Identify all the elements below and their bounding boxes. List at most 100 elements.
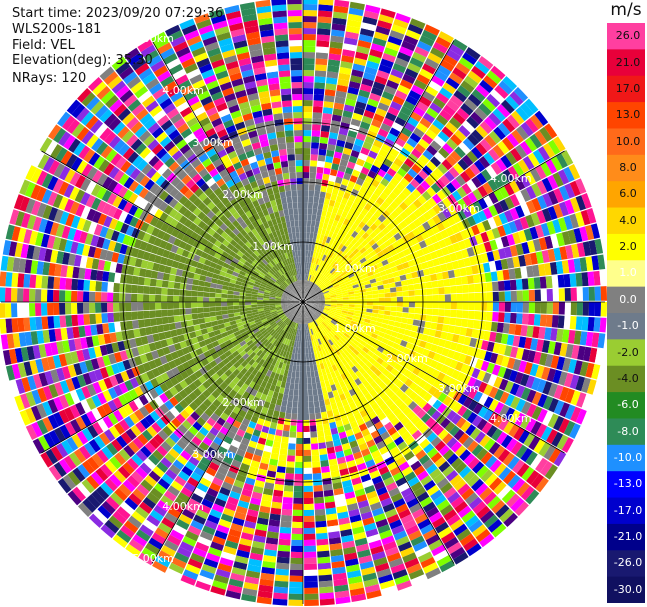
range-gate [131,284,138,294]
range-gate [361,387,369,396]
range-gate [191,290,198,297]
range-gate [362,276,370,282]
range-gate [529,114,544,130]
range-gate [266,531,279,539]
range-gate [430,47,445,59]
range-gate [377,102,390,112]
range-gate [282,502,293,510]
range-gate [472,319,481,330]
range-gate [348,388,356,397]
range-gate [345,249,353,257]
range-gate [376,262,384,269]
range-gate [462,293,469,302]
range-gate [324,229,330,237]
range-gate [214,497,227,508]
range-gate [317,22,332,30]
range-gate [245,293,252,297]
range-gate [200,328,208,335]
range-gate [336,208,344,216]
range-gate [326,71,339,79]
range-gate [322,310,329,315]
range-gate [559,386,570,402]
range-gate [149,318,157,327]
range-gate [139,353,149,364]
range-gate [458,432,470,445]
range-gate [426,186,437,197]
range-gate [498,212,509,225]
range-gate [144,542,160,555]
range-gate [417,215,427,225]
range-gate [347,291,355,295]
range-gate [48,207,59,222]
range-gate [205,431,216,442]
range-gate [318,305,325,308]
range-gate [408,202,418,213]
range-gate [52,236,62,251]
range-gate [304,563,318,570]
range-gate [386,380,396,390]
range-gate [376,335,384,342]
range-gate [488,261,497,272]
range-gate [373,435,383,445]
range-gate [47,303,54,316]
range-gate [573,227,583,243]
range-gate [429,251,438,260]
range-gate [175,268,184,277]
range-gate [535,251,544,264]
range-gate [309,322,314,329]
range-gate [424,237,433,247]
range-gate [125,284,132,293]
range-gate [426,107,439,119]
range-gate [356,437,366,446]
range-gate [313,245,318,252]
range-gate [383,333,391,340]
range-gate [491,281,499,292]
range-gate [226,534,240,544]
range-gate [435,345,444,355]
range-gate [247,281,255,286]
range-gate [279,368,285,376]
range-gate [227,302,234,306]
range-gate [156,229,166,240]
range-gate [252,429,261,438]
range-gate [271,501,282,509]
range-gate [252,288,259,293]
range-gate [309,316,313,323]
range-gate [379,579,396,590]
range-gate [208,461,220,472]
range-gate [269,306,276,310]
range-gate [510,302,517,313]
range-gate [427,350,436,360]
range-gate [179,314,187,322]
range-gate [94,368,104,381]
range-gate [171,336,180,345]
range-gate [417,518,431,530]
range-gate [96,449,109,464]
range-gate [20,346,30,362]
range-gate [288,364,293,372]
range-gate [311,334,316,341]
range-gate [303,353,307,360]
range-gate [387,513,400,524]
range-gate [305,250,309,257]
range-gate [206,271,214,278]
range-gate [197,575,213,586]
range-gate [235,280,243,286]
range-gate [537,393,548,408]
range-gate [397,345,406,353]
range-gate [353,412,363,421]
range-gate [318,393,324,401]
range-gate [310,148,319,155]
range-gate [296,304,301,310]
range-gate [344,552,358,561]
range-gate [112,409,124,422]
range-gate [401,466,414,477]
range-gate [525,489,540,505]
range-gate [176,439,188,450]
range-gate [179,302,186,309]
range-gate [306,262,310,269]
range-gate [422,268,431,276]
range-gate [112,208,123,220]
range-gate [77,279,85,291]
range-gate [484,321,492,331]
